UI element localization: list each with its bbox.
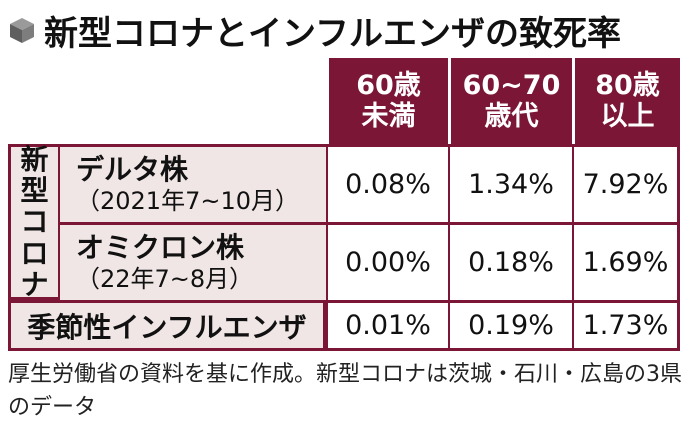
- group-char: 新: [20, 142, 49, 176]
- table-cell: 1.69%: [572, 222, 680, 300]
- header-line: 歳代: [484, 101, 539, 132]
- header-empty: [8, 58, 60, 144]
- group-char: コ: [20, 205, 49, 239]
- variant-name: オミクロン株: [76, 230, 245, 264]
- title-bar: 新型コロナとインフルエンザの致死率: [8, 6, 678, 54]
- row-label-delta: デルタ株 （2021年7~10月）: [60, 144, 326, 222]
- variant-period: （22年7~8月）: [76, 265, 254, 294]
- variant-name: デルタ株: [76, 152, 189, 186]
- group-char: ロ: [20, 236, 49, 270]
- header-line: 80歳: [595, 69, 660, 101]
- fatality-table: 60歳 未満 60~70 歳代 80歳 以上 新 型 コ ロ ナ デルタ株 （2…: [8, 58, 680, 351]
- header-empty: [60, 58, 326, 144]
- group-char: ナ: [20, 268, 49, 302]
- table-cell: 1.34%: [448, 144, 572, 222]
- table-cell: 0.01%: [326, 300, 448, 351]
- header-80-plus: 80歳 以上: [572, 58, 680, 144]
- source-note: 厚生労働省の資料を基に作成。新型コロナは茨城・石川・広島の3県のデータ: [8, 362, 682, 420]
- row-label-omicron: オミクロン株 （22年7~8月）: [60, 222, 326, 300]
- table-cell: 0.19%: [448, 300, 572, 351]
- header-line: 未満: [361, 101, 416, 132]
- table-cell: 0.00%: [326, 222, 448, 300]
- table-cell: 0.08%: [326, 144, 448, 222]
- header-60-70s: 60~70 歳代: [448, 58, 572, 144]
- page-title: 新型コロナとインフルエンザの致死率: [44, 13, 621, 54]
- header-line: 60歳: [356, 69, 421, 101]
- variant-period: （2021年7~10月）: [76, 187, 299, 216]
- group-char: 型: [20, 173, 49, 207]
- covid-group-label: 新 型 コ ロ ナ: [8, 142, 60, 302]
- header-under-60: 60歳 未満: [326, 58, 448, 144]
- table-cell: 7.92%: [572, 144, 680, 222]
- header-line: 以上: [600, 101, 655, 132]
- table-cell: 1.73%: [572, 300, 680, 351]
- header-line: 60~70: [462, 69, 561, 101]
- table-cell: 0.18%: [448, 222, 572, 300]
- row-label-flu: 季節性インフルエンザ: [8, 300, 326, 351]
- cube-icon: [10, 18, 34, 43]
